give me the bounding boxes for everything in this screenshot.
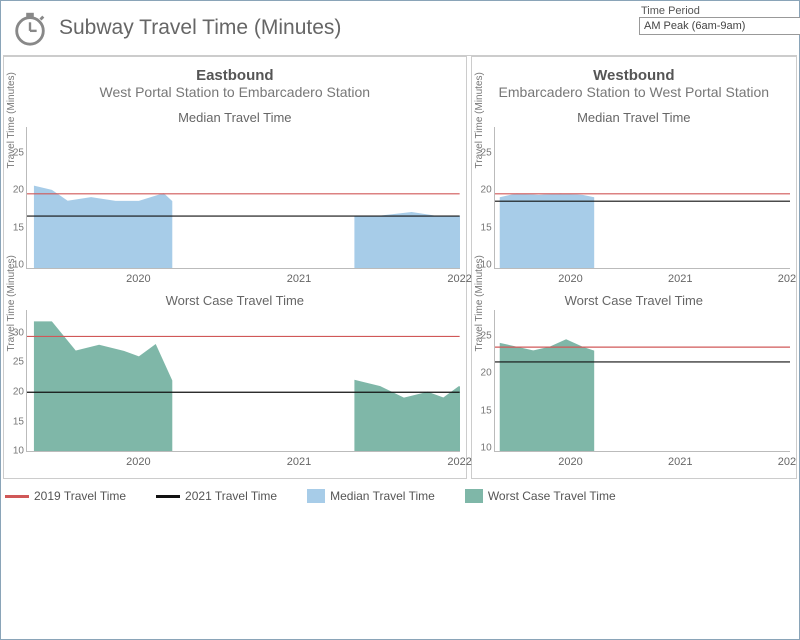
legend-item: 2021 Travel Time <box>156 489 277 503</box>
x-tick: 2021 <box>287 273 311 285</box>
plot-area <box>26 127 460 269</box>
stopwatch-icon <box>11 9 49 47</box>
chart: Travel Time (Minutes)1015202530202020212… <box>10 310 460 470</box>
x-tick: 2022 <box>778 456 797 468</box>
y-tick: 25 <box>13 357 24 368</box>
chart-title: Median Travel Time <box>478 110 790 125</box>
y-tick: 20 <box>13 387 24 398</box>
time-period-filter: Time Period AM Peak (6am-9am) <box>639 5 800 35</box>
chart-panels: Eastbound West Portal Station to Embarca… <box>3 55 797 479</box>
panel-direction: Westbound <box>478 67 790 84</box>
y-tick: 25 <box>481 330 492 341</box>
legend-item: Median Travel Time <box>307 489 435 503</box>
legend-label: 2021 Travel Time <box>185 489 277 503</box>
legend-label: 2019 Travel Time <box>34 489 126 503</box>
y-tick: 20 <box>481 368 492 379</box>
y-tick: 25 <box>13 147 24 158</box>
x-tick: 2021 <box>287 456 311 468</box>
y-tick: 20 <box>13 185 24 196</box>
legend-swatch <box>156 495 180 498</box>
x-tick: 2022 <box>778 273 797 285</box>
x-tick: 2022 <box>447 273 471 285</box>
y-tick: 15 <box>13 416 24 427</box>
legend: 2019 Travel Time 2021 Travel Time Median T… <box>1 479 799 507</box>
x-tick: 2020 <box>126 273 150 285</box>
y-tick: 15 <box>481 222 492 233</box>
time-period-label: Time Period <box>639 5 800 17</box>
chart: Travel Time (Minutes)1015202520202021202… <box>478 310 790 470</box>
legend-swatch <box>465 489 483 503</box>
x-tick: 2020 <box>126 456 150 468</box>
y-tick: 10 <box>13 446 24 457</box>
y-tick: 25 <box>481 147 492 158</box>
plot-area <box>26 310 460 452</box>
plot-area <box>494 127 790 269</box>
y-tick: 30 <box>13 327 24 338</box>
chart: Travel Time (Minutes)1015202520202021202… <box>10 127 460 287</box>
legend-label: Worst Case Travel Time <box>488 489 616 503</box>
legend-swatch <box>5 495 29 498</box>
panel-subtitle: Embarcadero Station to West Portal Stati… <box>478 84 790 100</box>
x-tick: 2021 <box>668 456 692 468</box>
y-tick: 20 <box>481 185 492 196</box>
x-tick: 2020 <box>558 456 582 468</box>
dashboard-header: Subway Travel Time (Minutes) Time Period… <box>1 1 799 51</box>
panel-eastbound: Eastbound West Portal Station to Embarca… <box>3 56 467 479</box>
y-tick: 15 <box>481 405 492 416</box>
legend-item: Worst Case Travel Time <box>465 489 616 503</box>
panel-westbound: Westbound Embarcadero Station to West Po… <box>471 56 797 479</box>
chart-title: Worst Case Travel Time <box>10 293 460 308</box>
x-tick: 2021 <box>668 273 692 285</box>
x-tick: 2020 <box>558 273 582 285</box>
panel-direction: Eastbound <box>10 67 460 84</box>
x-tick: 2022 <box>447 456 471 468</box>
time-period-select[interactable]: AM Peak (6am-9am) <box>639 17 800 35</box>
legend-label: Median Travel Time <box>330 489 435 503</box>
chart: Travel Time (Minutes)1015202520202021202… <box>478 127 790 287</box>
legend-item: 2019 Travel Time <box>5 489 126 503</box>
y-tick: 15 <box>13 222 24 233</box>
chart-title: Median Travel Time <box>10 110 460 125</box>
plot-area <box>494 310 790 452</box>
page-title: Subway Travel Time (Minutes) <box>59 16 341 40</box>
panel-subtitle: West Portal Station to Embarcadero Stati… <box>10 84 460 100</box>
legend-swatch <box>307 489 325 503</box>
y-tick: 10 <box>481 443 492 454</box>
chart-title: Worst Case Travel Time <box>478 293 790 308</box>
